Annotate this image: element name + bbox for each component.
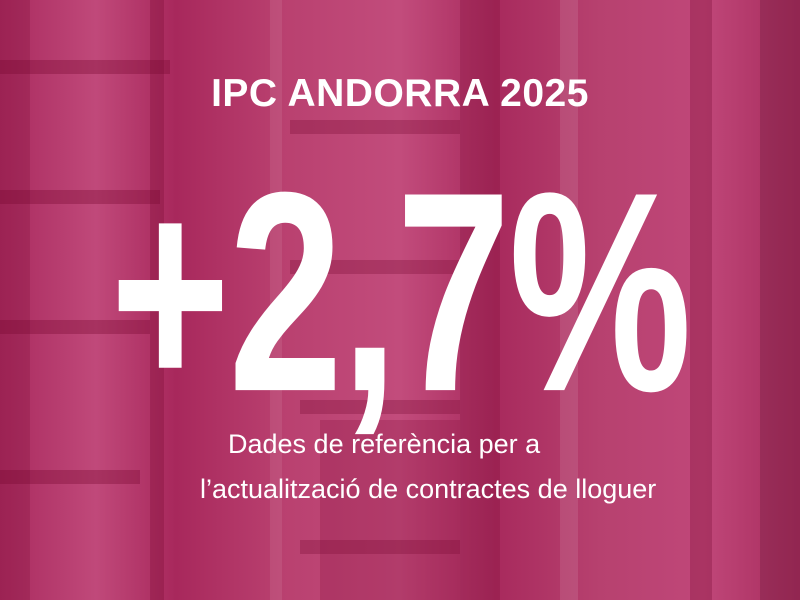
subtitle-line-1: Dades de referència per a xyxy=(228,429,541,459)
headline-value: +2,7% xyxy=(110,133,692,451)
title: IPC ANDORRA 2025 xyxy=(211,72,589,115)
subtitle-line-2: l’actualització de contractes de lloguer xyxy=(200,474,657,504)
